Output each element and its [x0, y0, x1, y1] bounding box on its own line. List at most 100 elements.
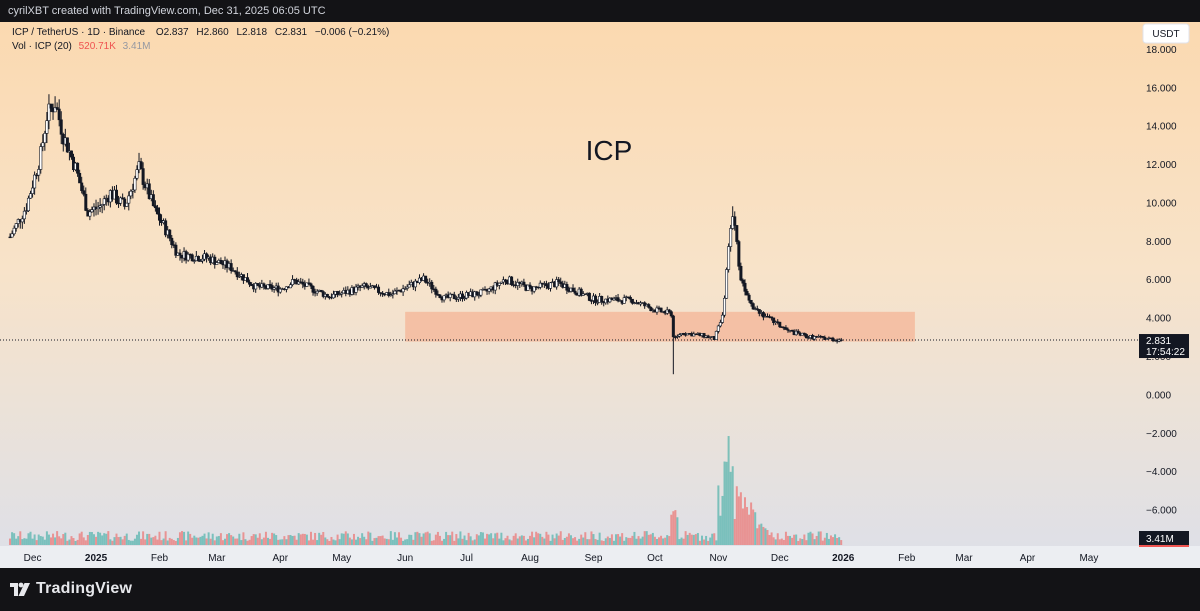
volume-bar	[459, 531, 462, 545]
volume-bar	[729, 471, 732, 545]
volume-bar	[490, 533, 493, 545]
candle-down	[741, 279, 745, 284]
volume-bar	[248, 539, 251, 545]
volume-bar	[735, 486, 738, 545]
volume-bar	[408, 534, 411, 545]
candle-down	[76, 162, 80, 174]
volume-bar	[236, 538, 239, 545]
volume-bar	[23, 538, 26, 545]
candle-down	[178, 252, 182, 256]
candle-up	[41, 142, 45, 147]
volume-bar	[39, 536, 42, 545]
candle-up	[725, 269, 729, 299]
volume-bar	[350, 539, 353, 545]
volume-bar	[144, 539, 147, 545]
volume-bar	[66, 540, 69, 545]
volume-bar	[676, 517, 679, 545]
time-tick-label: Oct	[647, 553, 663, 564]
volume-bar	[41, 536, 44, 545]
candle-down	[430, 281, 434, 290]
candle-up	[315, 290, 319, 294]
volume-bar	[363, 536, 366, 545]
volume-bar	[82, 537, 85, 545]
volume-bar	[551, 534, 554, 545]
volume-bar	[508, 539, 511, 545]
time-axis[interactable]: Dec 2025 Feb Mar Apr May Jun Jul Aug Sep Oct Nov Dec…	[0, 546, 1200, 568]
volume-bar	[291, 535, 294, 545]
volume-bar	[641, 536, 644, 545]
volume-bar	[651, 532, 654, 545]
candle-down	[737, 241, 741, 267]
candle-up	[291, 279, 295, 285]
volume-bar	[344, 531, 347, 545]
currency-badge[interactable]: USDT	[1142, 23, 1190, 44]
price-tick-label: 6.000	[1146, 275, 1171, 286]
candle-up	[39, 146, 43, 170]
volume-bar	[189, 533, 192, 545]
volume-bar	[645, 531, 648, 545]
volume-bar	[410, 534, 413, 545]
volume-bar	[95, 536, 98, 545]
volume-bar	[819, 531, 822, 545]
candle-down	[364, 283, 368, 287]
chart-area[interactable]: ICP / TetherUS · 1D · Binance O2.837 H2.…	[0, 22, 1200, 568]
volume-bar	[84, 540, 87, 545]
volume-bar	[379, 536, 382, 545]
volume-bar	[62, 534, 65, 545]
candle-down	[164, 220, 168, 236]
volume-bar	[449, 535, 452, 545]
volume-bar	[594, 539, 597, 545]
candle-up	[289, 284, 293, 289]
volume-badge: 3.41M	[1139, 531, 1189, 547]
legend-change: −0.006 (−0.21%)	[315, 27, 390, 38]
price-tick-label: −4.000	[1146, 467, 1177, 478]
volume-bar	[252, 534, 255, 545]
volume-bar	[301, 533, 304, 545]
volume-bar	[668, 536, 671, 545]
candle-up	[405, 286, 409, 289]
volume-bar	[557, 535, 560, 545]
candle-down	[168, 229, 172, 239]
tradingview-logo[interactable]: TradingView	[10, 580, 132, 598]
candle-down	[69, 150, 73, 158]
volume-bar	[203, 533, 206, 545]
volume-bar	[101, 535, 104, 545]
legend-symbol: ICP / TetherUS · 1D · Binance	[12, 27, 145, 38]
volume-bar	[224, 538, 227, 545]
volume-bar	[803, 534, 806, 545]
candle-up	[53, 107, 57, 113]
volume-bars	[9, 436, 843, 545]
volume-bar	[400, 537, 403, 545]
volume-bar	[686, 534, 689, 545]
volume-bar	[578, 538, 581, 545]
volume-bar	[15, 538, 18, 545]
volume-bar	[602, 540, 605, 545]
volume-bar	[121, 539, 124, 545]
currency-label: USDT	[1152, 29, 1179, 40]
volume-bar	[174, 540, 177, 545]
volume-bar	[365, 539, 368, 545]
volume-bar	[123, 535, 126, 545]
volume-bar	[498, 538, 501, 545]
volume-bar	[559, 531, 562, 545]
volume-bar	[246, 540, 249, 545]
volume-bar	[336, 534, 339, 545]
volume-bar	[690, 534, 693, 545]
volume-bar	[389, 531, 392, 545]
candle-up	[43, 133, 47, 144]
volume-bar	[209, 538, 212, 545]
candle-up	[393, 290, 397, 295]
volume-bar	[221, 540, 224, 545]
volume-bar	[320, 534, 323, 545]
volume-bar	[197, 537, 200, 545]
volume-bar	[195, 537, 198, 545]
price-axis[interactable]: 18.000 16.000 14.000 12.000 10.000 8.000 6.000…	[1146, 45, 1177, 517]
volume-bar	[242, 532, 245, 545]
candle-up	[497, 282, 501, 286]
volume-bar	[129, 540, 132, 545]
candle-up	[237, 276, 241, 278]
volume-bar	[770, 532, 773, 545]
volume-bar	[488, 534, 491, 545]
volume-bar	[434, 534, 437, 545]
volume-bar	[266, 537, 269, 545]
